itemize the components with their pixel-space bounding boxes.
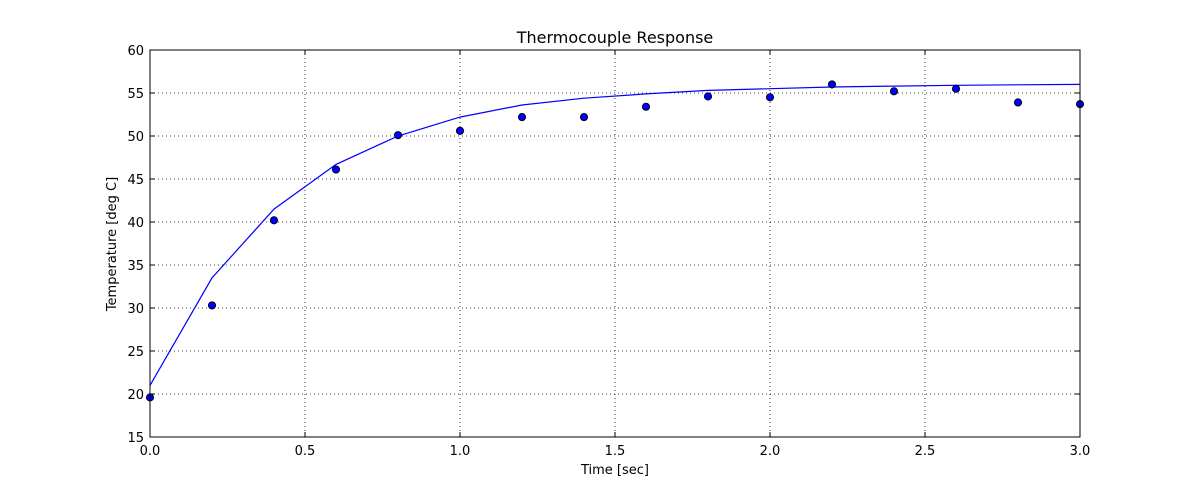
y-tick-label: 20 xyxy=(127,388,144,403)
y-tick-label: 50 xyxy=(127,130,144,145)
y-tick-label: 60 xyxy=(127,44,144,59)
plot-frame xyxy=(149,49,1081,438)
chart-title: Thermocouple Response xyxy=(516,28,714,47)
y-tick-label: 30 xyxy=(127,302,144,317)
x-axis-label: Time [sec] xyxy=(580,463,649,478)
data-point xyxy=(331,165,341,174)
data-point xyxy=(703,92,713,101)
data-point xyxy=(455,126,465,135)
x-tick-label: 3.0 xyxy=(1070,444,1091,459)
data-point xyxy=(765,93,775,102)
data-point xyxy=(641,102,651,111)
data-point xyxy=(269,216,279,225)
data-point xyxy=(827,80,837,89)
y-tick-label: 35 xyxy=(127,259,144,274)
y-tick-label: 55 xyxy=(127,87,144,102)
x-tick-label: 2.0 xyxy=(760,444,781,459)
x-tick-label: 2.5 xyxy=(915,444,936,459)
y-tick-label: 25 xyxy=(127,345,144,360)
x-tick-label: 1.0 xyxy=(450,444,471,459)
data-point xyxy=(1013,98,1023,107)
model-line xyxy=(149,83,1081,386)
x-tick-label: 0.5 xyxy=(295,444,316,459)
data-point xyxy=(889,87,899,96)
y-tick-label: 45 xyxy=(127,173,144,188)
x-tick-label: 0.0 xyxy=(140,444,161,459)
y-axis-label: Temperature [deg C] xyxy=(105,177,120,312)
data-point xyxy=(207,301,217,310)
plot-layer xyxy=(145,80,1085,402)
data-point xyxy=(951,84,961,93)
data-point xyxy=(579,113,589,122)
tick-layer: 0.0 0.5 1.0 1.5 2.0 2.5 3.0 15 20 25 30 35 40 45 50 55 6… xyxy=(127,44,1090,459)
grid-layer xyxy=(150,50,1080,437)
y-tick-label: 15 xyxy=(127,431,144,446)
x-tick-label: 1.5 xyxy=(605,444,626,459)
data-point xyxy=(517,113,527,122)
data-point xyxy=(393,131,403,140)
y-tick-label: 40 xyxy=(127,216,144,231)
